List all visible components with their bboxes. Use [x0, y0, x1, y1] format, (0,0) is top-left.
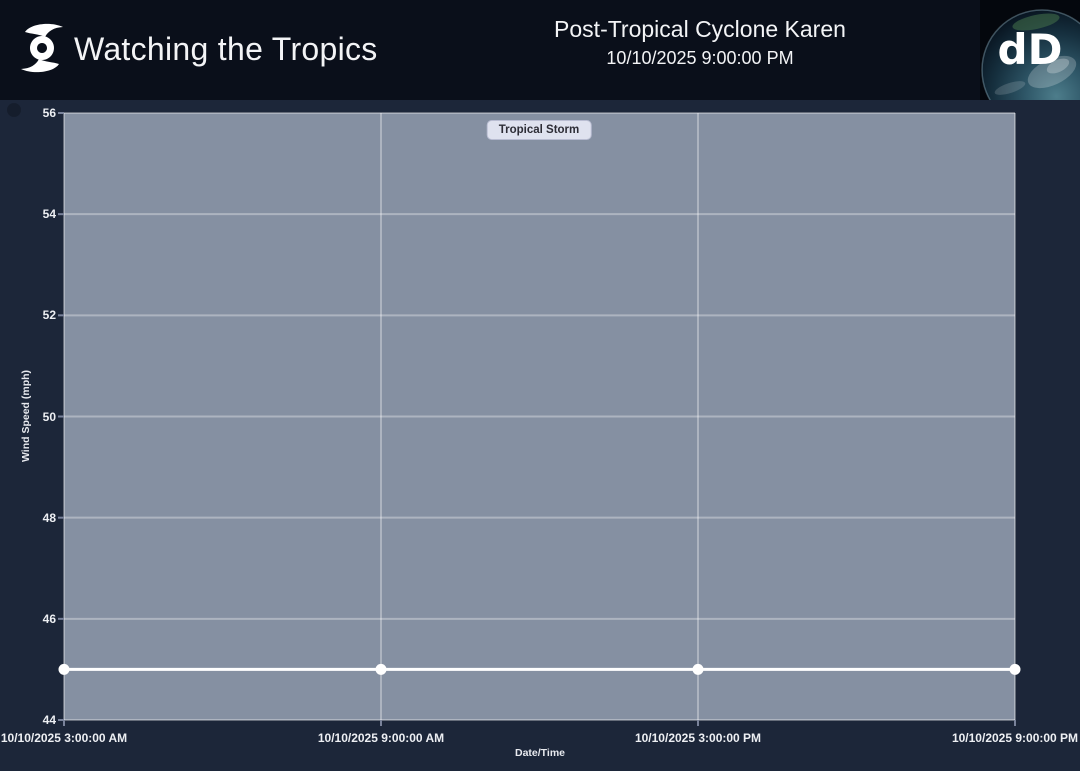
hurricane-icon [21, 23, 63, 73]
decorative-dot [7, 103, 21, 117]
plot-area[interactable] [64, 113, 1015, 720]
storm-category-annotation: Tropical Storm [486, 120, 592, 140]
data-point[interactable] [375, 663, 387, 675]
x-axis-title: Date/Time [515, 747, 565, 759]
app-header: Watching the Tropics Post-Tropical Cyclo… [0, 0, 1080, 100]
earth-logo: dD [980, 0, 1080, 100]
app-title: Watching the Tropics [74, 30, 378, 67]
logo-text: dD [998, 25, 1063, 74]
storm-title: Post-Tropical Cyclone Karen [554, 16, 846, 42]
data-point[interactable] [692, 663, 704, 675]
wind-speed-chart: 44 46 48 50 52 54 56 10/10/2025 3:00:00 AM 10/10… [0, 100, 1080, 771]
y-axis-title: Wind Speed (mph) [20, 369, 32, 463]
data-point[interactable] [1009, 663, 1021, 675]
storm-header: Post-Tropical Cyclone Karen 10/10/2025 9… [450, 15, 950, 69]
storm-datetime: 10/10/2025 9:00:00 PM [606, 47, 794, 68]
data-point[interactable] [58, 663, 70, 675]
chart-canvas[interactable] [0, 100, 1080, 771]
